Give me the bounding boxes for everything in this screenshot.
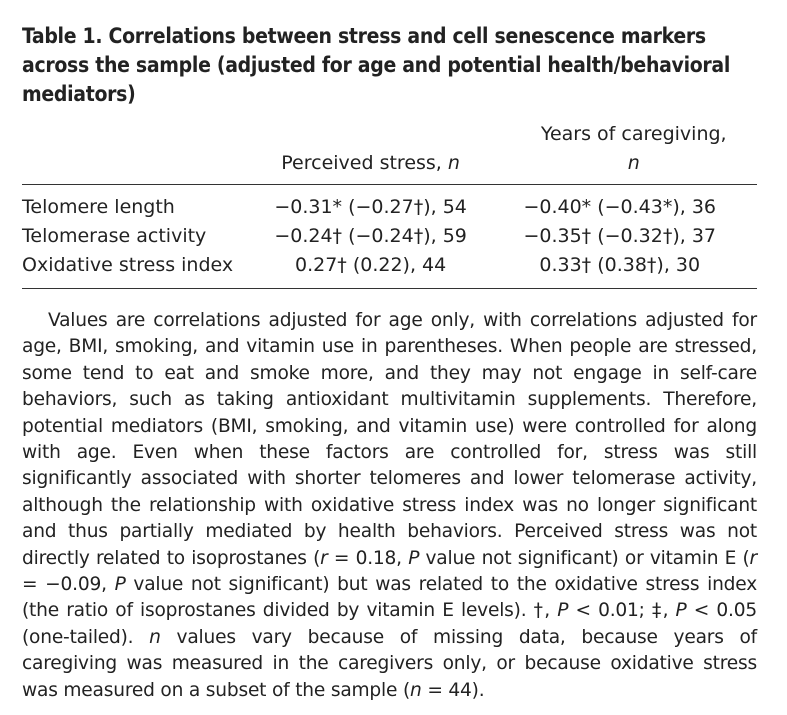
row-label: Telomerase activity xyxy=(22,225,207,247)
table-row: Telomere length −0.31* (−0.27†), 54 −0.40*… xyxy=(22,185,757,223)
symbol: P xyxy=(675,600,687,622)
symbol: n xyxy=(410,679,422,701)
text: < 0.05 (one-tailed). xyxy=(22,600,757,648)
text: value not significant) or vitamin E ( xyxy=(419,547,750,569)
symbol: P xyxy=(557,600,569,622)
row-label: Telomere length xyxy=(22,196,175,218)
column-header: Perceived stress, n xyxy=(258,120,483,185)
header-text: Years of caregiving, xyxy=(540,123,727,145)
cell: −0.35† (−0.32†), 37 xyxy=(523,225,717,247)
header-row: Perceived stress, n Years of caregiving,… xyxy=(22,120,757,185)
header-text: Perceived stress, xyxy=(281,152,448,174)
cell: −0.24† (−0.24†), 59 xyxy=(274,225,467,247)
cell: 0.27† (0.22), 44 xyxy=(258,251,483,289)
table: Perceived stress, n Years of caregiving,… xyxy=(22,120,757,289)
symbol: r xyxy=(749,547,758,569)
row-label: Oxidative stress index xyxy=(22,251,259,289)
table-row: Telomerase activity −0.24† (−0.24†), 59 −0… xyxy=(22,222,757,251)
text: = 44). xyxy=(421,679,485,701)
column-header: Years of caregiving, n xyxy=(482,120,757,185)
symbol: n xyxy=(149,626,161,648)
cell: −0.31* (−0.27†), 54 xyxy=(274,196,467,218)
text: = 0.18, xyxy=(327,547,409,569)
symbol: P xyxy=(114,574,126,596)
text: value not significant) but was related t… xyxy=(22,574,757,622)
text: Values are correlations adjusted for age… xyxy=(22,310,757,569)
header-symbol: n xyxy=(447,152,460,174)
footnote: Values are correlations adjusted for age… xyxy=(22,308,757,704)
table-title: Table 1. Correlations between stress and… xyxy=(22,24,731,106)
text: < 0.01; ‡, xyxy=(568,600,676,622)
text: values vary because of missing data, bec… xyxy=(22,626,757,701)
symbol: r xyxy=(320,547,328,569)
text: = −0.09, xyxy=(22,574,115,596)
cell: −0.40* (−0.43*), 36 xyxy=(523,196,717,218)
header-symbol: n xyxy=(627,152,640,174)
table-row: Oxidative stress index 0.27† (0.22), 44 0.… xyxy=(22,251,757,289)
symbol: P xyxy=(408,547,420,569)
cell: 0.33† (0.38†), 30 xyxy=(482,251,757,289)
